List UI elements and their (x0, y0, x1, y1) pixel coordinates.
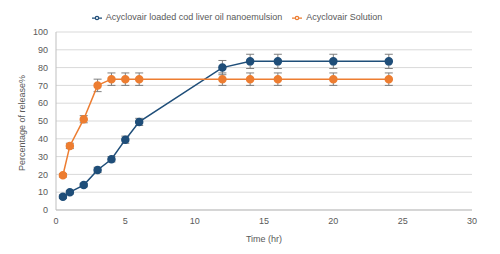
svg-text:100: 100 (33, 27, 48, 37)
svg-text:20: 20 (328, 216, 338, 226)
svg-text:10: 10 (38, 187, 48, 197)
svg-text:90: 90 (38, 45, 48, 55)
svg-text:70: 70 (38, 81, 48, 91)
svg-text:25: 25 (398, 216, 408, 226)
svg-text:15: 15 (259, 216, 269, 226)
svg-text:60: 60 (38, 98, 48, 108)
svg-text:50: 50 (38, 116, 48, 126)
html-text:Acyclovair loaded cod liver oi: Acyclovair loaded cod liver oil nanoemul… (105, 12, 283, 22)
svg-text:30: 30 (467, 216, 477, 226)
svg-text:30: 30 (38, 152, 48, 162)
svg-text:40: 40 (38, 134, 48, 144)
svg-text:Time (hr): Time (hr) (246, 234, 282, 244)
svg-text:10: 10 (190, 216, 200, 226)
svg-text:Percentage of release%: Percentage of release% (17, 75, 27, 171)
html-text:Acyclovair Solution: Acyclovair Solution (306, 12, 383, 22)
svg-text:20: 20 (38, 170, 48, 180)
svg-text:80: 80 (38, 63, 48, 73)
svg-text:0: 0 (43, 205, 48, 215)
svg-text:0: 0 (53, 216, 58, 226)
svg-text:5: 5 (123, 216, 128, 226)
